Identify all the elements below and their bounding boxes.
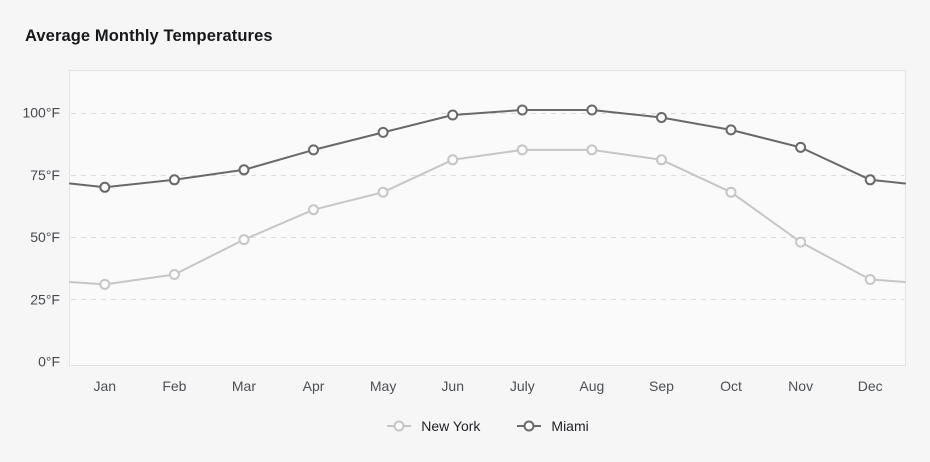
series-line-new-york (69, 148, 906, 286)
x-label-feb: Feb (162, 378, 186, 394)
x-label-nov: Nov (788, 378, 813, 394)
data-point-miami-apr[interactable] (308, 144, 319, 156)
chart-title: Average Monthly Temperatures (25, 27, 273, 45)
data-point-miami-nov[interactable] (795, 141, 807, 153)
x-label-july: July (510, 378, 535, 394)
x-label-jun: Jun (441, 378, 464, 394)
legend-label: New York (421, 418, 481, 434)
data-point-new-york-jan[interactable] (99, 278, 111, 290)
legend-marker-icon (387, 420, 412, 432)
data-point-miami-mar[interactable] (238, 164, 250, 176)
data-point-miami-oct[interactable] (725, 124, 737, 136)
data-point-new-york-nov[interactable] (795, 236, 807, 248)
y-tick-label-25: 25°F (30, 291, 60, 307)
x-label-mar: Mar (232, 378, 256, 394)
y-tick-label-75: 75°F (30, 167, 60, 183)
x-label-aug: Aug (579, 378, 604, 394)
legend-marker-icon (517, 420, 542, 432)
data-point-new-york-aug[interactable] (586, 144, 598, 156)
y-tick-label-50: 50°F (30, 229, 60, 245)
y-tick-label-100: 100°F (22, 105, 60, 121)
legend-item-new-york[interactable]: New York (386, 418, 480, 434)
data-point-miami-aug[interactable] (586, 104, 598, 116)
data-point-miami-sep[interactable] (656, 112, 667, 123)
plot-area (69, 70, 906, 366)
x-label-apr: Apr (303, 378, 325, 394)
data-point-miami-feb[interactable] (168, 174, 180, 186)
series-line-miami (69, 109, 906, 189)
data-point-miami-july[interactable] (516, 104, 528, 116)
data-point-miami-may[interactable] (377, 126, 389, 138)
x-label-dec: Dec (858, 378, 883, 394)
data-point-new-york-oct[interactable] (725, 186, 737, 198)
data-point-miami-jun[interactable] (447, 109, 459, 121)
chart-legend: New York Miami (70, 415, 905, 437)
data-point-new-york-dec[interactable] (864, 274, 876, 285)
legend-item-miami[interactable]: Miami (516, 418, 589, 434)
y-tick-label-0: 0°F (38, 354, 60, 370)
x-label-may: May (370, 378, 396, 394)
legend-label: Miami (551, 418, 589, 434)
data-point-new-york-apr[interactable] (308, 204, 319, 216)
data-point-new-york-may[interactable] (377, 186, 389, 198)
data-point-new-york-july[interactable] (516, 144, 528, 156)
data-point-miami-dec[interactable] (864, 174, 876, 186)
data-point-new-york-jun[interactable] (447, 154, 459, 166)
data-point-new-york-mar[interactable] (238, 234, 250, 246)
x-label-sep: Sep (649, 378, 674, 394)
x-label-oct: Oct (720, 378, 742, 394)
data-point-new-york-feb[interactable] (168, 269, 180, 280)
data-point-new-york-sep[interactable] (656, 154, 667, 166)
x-label-jan: Jan (94, 378, 117, 394)
data-point-miami-jan[interactable] (99, 181, 111, 193)
